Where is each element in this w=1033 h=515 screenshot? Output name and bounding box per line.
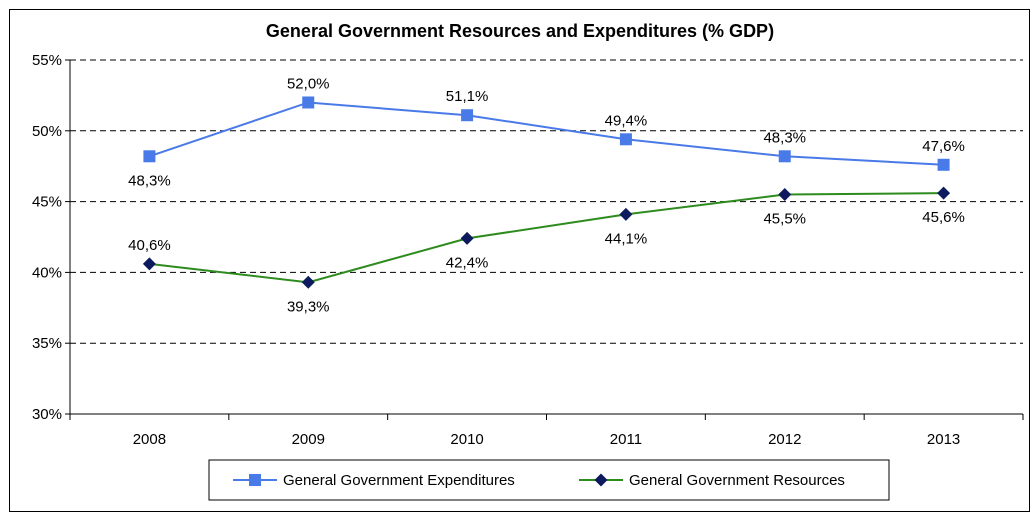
legend-label: General Government Resources	[629, 472, 845, 489]
data-label: 49,4%	[605, 112, 648, 129]
data-point-square	[778, 150, 791, 163]
x-tick-label: 2012	[768, 431, 801, 448]
data-label: 48,3%	[128, 172, 171, 189]
y-tick-label: 55%	[32, 52, 62, 69]
data-point-square	[619, 133, 632, 146]
data-label: 51,1%	[446, 88, 489, 105]
y-tick-label: 45%	[32, 194, 62, 211]
data-label: 48,3%	[763, 129, 806, 146]
axes: 30% 35% 40% 45% 50% 55% 2008 2009 2010 2011 2012 20…	[32, 52, 1024, 448]
x-tick-label: 2009	[292, 431, 325, 448]
grid-lines	[70, 59, 1023, 344]
data-point-diamond	[301, 275, 315, 289]
x-tick-label: 2011	[610, 431, 642, 448]
y-tick-label: 35%	[32, 335, 62, 352]
y-tick-label: 50%	[32, 123, 62, 140]
legend: General Government Expenditures General G…	[208, 459, 890, 501]
data-point-diamond	[619, 207, 633, 221]
data-point-square	[249, 474, 261, 486]
series-line-resources	[149, 192, 944, 284]
data-label: 45,5%	[763, 211, 806, 228]
chart-title: General Government Resources and Expendi…	[266, 21, 774, 41]
data-point-diamond	[778, 188, 792, 202]
data-label: 42,4%	[446, 254, 489, 271]
x-tick-label: 2010	[450, 431, 483, 448]
data-point-square	[937, 158, 950, 171]
line-chart: General Government Resources and Expendi…	[32, 21, 1024, 501]
series-layer	[142, 96, 951, 289]
legend-label: General Government Expenditures	[283, 472, 515, 489]
data-label: 52,0%	[287, 75, 330, 92]
y-tick-label: 30%	[32, 406, 62, 423]
data-label: 47,6%	[922, 138, 965, 155]
data-point-diamond	[142, 257, 156, 271]
data-point-square	[302, 96, 315, 109]
data-label: 44,1%	[605, 230, 648, 247]
data-label: 45,6%	[922, 209, 965, 226]
x-tick-label: 2013	[927, 431, 960, 448]
series-line-expenditures	[149, 101, 944, 166]
data-point-square	[143, 150, 156, 163]
data-point-diamond	[937, 186, 951, 200]
data-point-square	[461, 109, 474, 122]
data-label: 40,6%	[128, 237, 171, 254]
data-point-diamond	[594, 473, 608, 487]
y-tick-label: 40%	[32, 264, 62, 281]
x-tick-label: 2008	[133, 431, 166, 448]
chart-frame: General Government Resources and Expendi…	[9, 9, 1030, 512]
data-label: 39,3%	[287, 298, 330, 315]
data-labels: 48,3% 52,0% 51,1% 49,4% 48,3% 47,6% 40,6% 39,3%…	[128, 75, 965, 315]
data-point-diamond	[460, 231, 474, 245]
legend-box	[208, 459, 890, 501]
